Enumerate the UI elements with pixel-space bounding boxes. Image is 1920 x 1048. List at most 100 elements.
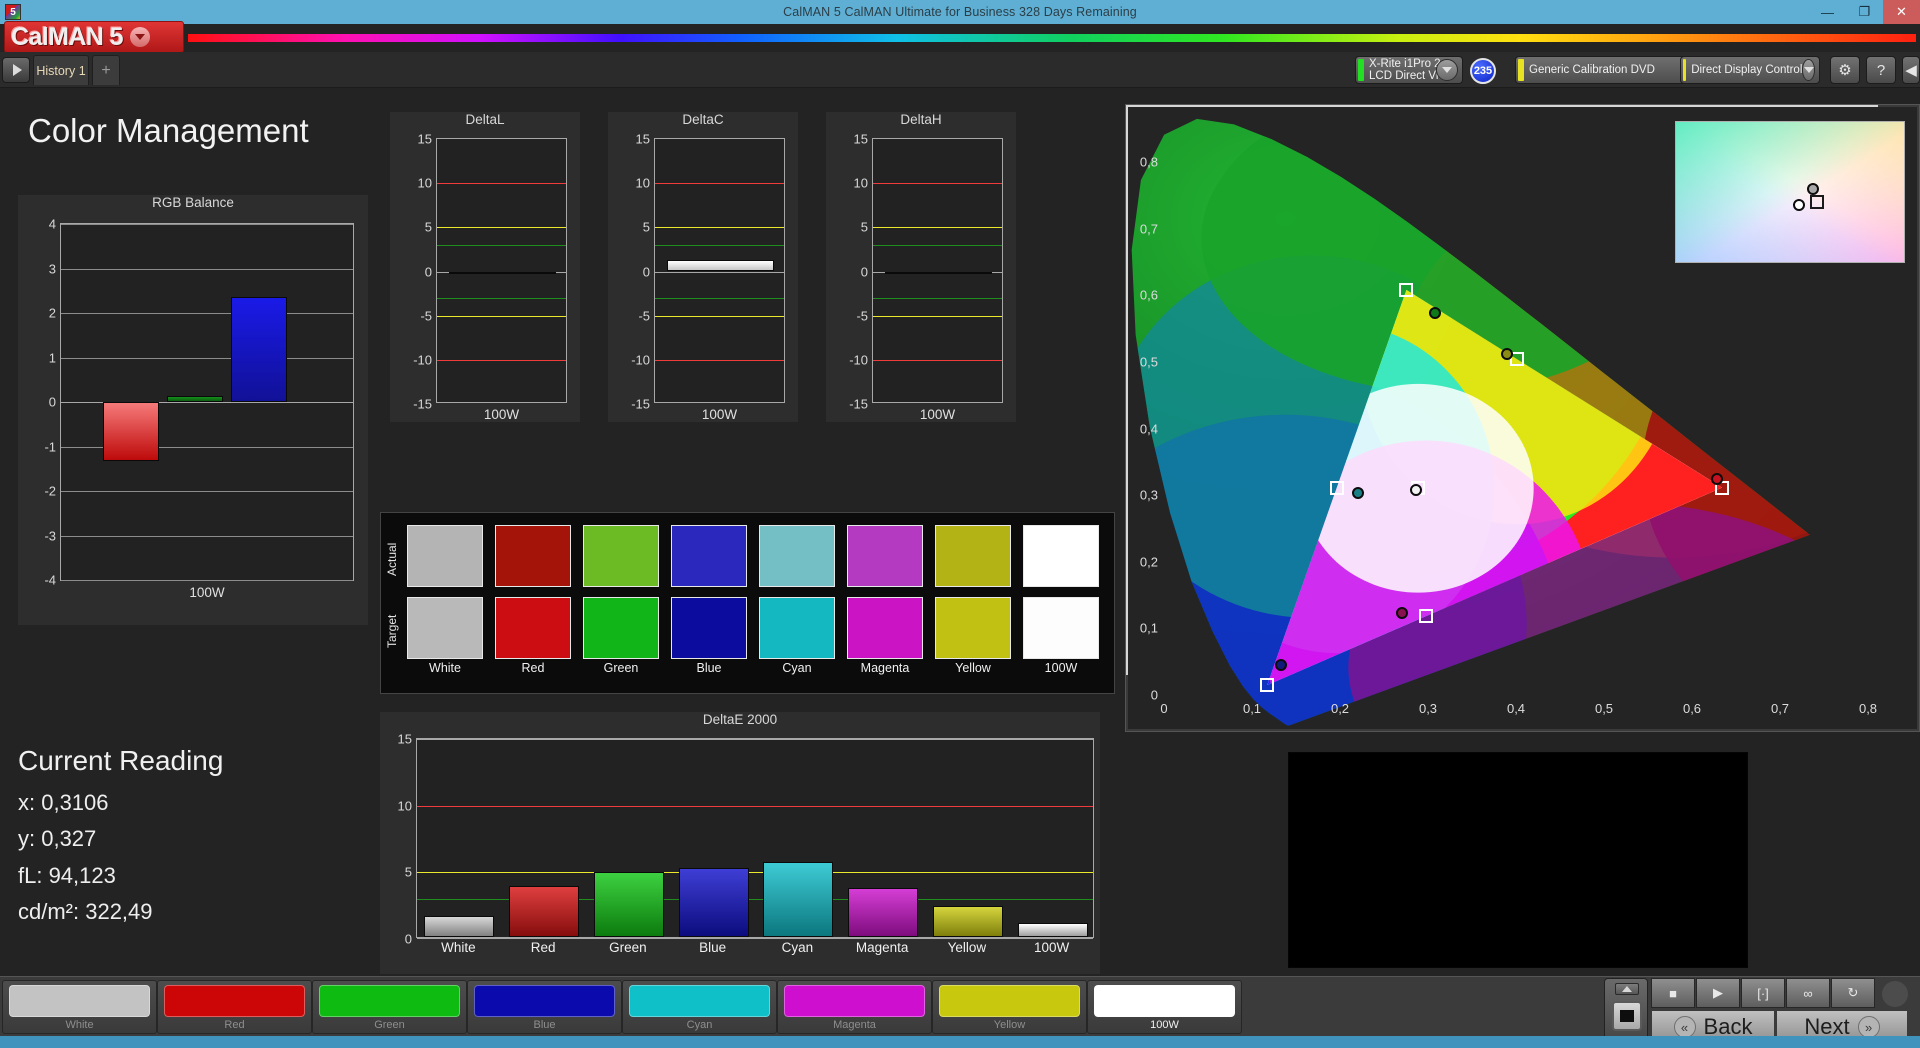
- pattern-swatch-cyan[interactable]: Cyan: [622, 980, 777, 1034]
- pattern-preview-window[interactable]: [1288, 752, 1748, 968]
- reading-cdm2: cd/m²: 322,49: [18, 898, 153, 924]
- pattern-swatch-bar: White Red Green Blue Cyan Magenta Yellow 100W: [0, 976, 1920, 1036]
- y-tick-label: 10: [397, 798, 412, 814]
- swatch-actual-green: [583, 525, 659, 587]
- y-tick-label: -10: [413, 352, 432, 368]
- play-icon[interactable]: [2, 57, 30, 83]
- x-axis-categories: White Red Green Blue Cyan Magenta Yellow 100W: [416, 940, 1094, 960]
- y-tick-label: 0,8: [1139, 154, 1158, 170]
- y-tick-label: -15: [849, 396, 868, 412]
- swatch-column-label: 100W: [1044, 661, 1078, 675]
- swatch-target-cyan: [759, 597, 835, 659]
- stop-icon[interactable]: ■: [1651, 978, 1695, 1008]
- threshold-line-green-3: [873, 245, 1002, 246]
- chart-title: RGB Balance: [152, 195, 234, 210]
- target-marker-green: [1399, 282, 1414, 297]
- y-tick-label: -1: [44, 439, 56, 454]
- y-tick-label: 0,1: [1139, 620, 1158, 636]
- brackets-icon[interactable]: [·]: [1741, 978, 1785, 1008]
- bar-yellow: [932, 906, 1003, 937]
- x-tick-label: 0,6: [1682, 701, 1702, 716]
- chevron-down-icon[interactable]: [1802, 59, 1815, 81]
- x-tick-label: Green: [609, 940, 647, 955]
- swatch-color-chip: [939, 985, 1080, 1017]
- x-axis-label: 100W: [919, 407, 956, 422]
- swatch-color-chip: [164, 985, 305, 1017]
- chevron-down-icon[interactable]: [129, 27, 150, 47]
- swatch-label: Red: [224, 1019, 245, 1031]
- pattern-swatch-magenta[interactable]: Magenta: [777, 980, 932, 1034]
- swatch-actual-red: [495, 525, 571, 587]
- display-control-label: Direct Display Control: [1691, 64, 1803, 76]
- x-axis-label: 100W: [189, 585, 225, 600]
- threshold-line-green--3: [437, 298, 566, 299]
- cie-1931-xy-chart: CIE 1931 xy: [1125, 104, 1920, 732]
- measured-marker-green: [1429, 306, 1442, 319]
- refresh-icon[interactable]: ↻: [1831, 978, 1875, 1008]
- axis-line: [417, 938, 1093, 939]
- x-axis-label: 100W: [483, 407, 520, 422]
- threshold-line-green-3: [417, 899, 1093, 900]
- y-tick-label: -15: [413, 396, 432, 412]
- deltac-chart: DeltaC 15 10 5 0 -5 -10 -15 100W: [608, 112, 798, 422]
- display-control-selector[interactable]: Direct Display Control: [1680, 56, 1820, 84]
- x-tick-label: 0,2: [1330, 701, 1350, 716]
- calman-logo-button[interactable]: CalMAN 5: [4, 21, 184, 53]
- bar-green: [167, 396, 223, 402]
- pattern-swatch-red[interactable]: Red: [157, 980, 312, 1034]
- swatch-color-chip: [1094, 985, 1235, 1017]
- target-marker-magenta: [1418, 609, 1433, 624]
- restore-button[interactable]: ❐: [1858, 4, 1871, 19]
- pattern-swatch-blue[interactable]: Blue: [467, 980, 622, 1034]
- chevron-down-icon[interactable]: [1436, 59, 1458, 81]
- chart-title: DeltaC: [682, 112, 724, 127]
- pattern-swatch-yellow[interactable]: Yellow: [932, 980, 1087, 1034]
- x-tick-label: 0,3: [1418, 701, 1438, 716]
- tab-history-1[interactable]: History 1: [33, 55, 89, 85]
- chevron-up-icon[interactable]: [1615, 983, 1639, 995]
- y-tick-label: 0,4: [1139, 421, 1158, 437]
- swatch-label: Blue: [533, 1019, 556, 1031]
- transfer-pattern-icon[interactable]: [1604, 978, 1648, 1046]
- window-controls: — ❐ ✕: [1809, 0, 1920, 24]
- swatch-actual-white: [407, 525, 483, 587]
- measured-marker-magenta: [1395, 607, 1408, 620]
- y-tick-label: 10: [853, 175, 868, 191]
- pattern-window-icon[interactable]: [1612, 1001, 1642, 1031]
- help-icon[interactable]: ?: [1866, 56, 1896, 84]
- measured-marker-blue: [1275, 659, 1288, 672]
- plot-area: [1126, 105, 1917, 729]
- y-tick-label: 5: [404, 864, 412, 880]
- swatch-actual-blue: [671, 525, 747, 587]
- swatch-column-label: Cyan: [782, 661, 812, 675]
- bar-magenta: [848, 887, 919, 937]
- y-tick-label: 4: [48, 216, 56, 232]
- collapse-left-icon[interactable]: ◀: [1902, 56, 1920, 84]
- x-tick-label: 0,5: [1594, 701, 1614, 716]
- y-tick-label: 5: [642, 219, 650, 235]
- reading-x: x: 0,3106: [18, 790, 109, 815]
- swatch-target-yellow: [935, 597, 1011, 659]
- pattern-swatch-green[interactable]: Green: [312, 980, 467, 1034]
- deltae2000-chart: DeltaE 2000 15 10 5 0 White Red Green Blue Cyan…: [380, 712, 1100, 974]
- meter-selector[interactable]: X-Rite i1Pro 2 LCD Direct View: [1355, 56, 1463, 84]
- tab-add-button[interactable]: +: [92, 55, 120, 85]
- measured-marker-cyan: [1352, 486, 1365, 499]
- play-icon[interactable]: ▶: [1696, 978, 1740, 1008]
- minimize-button[interactable]: —: [1821, 4, 1834, 20]
- pattern-swatch-white[interactable]: White: [2, 980, 157, 1034]
- infinity-icon[interactable]: ∞: [1786, 978, 1830, 1008]
- gear-icon[interactable]: ⚙: [1830, 56, 1860, 84]
- back-label: Back: [1703, 1014, 1753, 1039]
- profile-status-stripe: [1518, 59, 1524, 81]
- y-tick-label: 1: [48, 350, 56, 365]
- gridline: [61, 357, 353, 359]
- pattern-swatch-100w[interactable]: 100W: [1087, 980, 1242, 1034]
- y-tick-label: 10: [635, 175, 650, 191]
- y-tick-label: -3: [44, 528, 56, 543]
- spectrum-strip: [188, 34, 1916, 42]
- tab-label: History 1: [36, 63, 86, 78]
- x-tick-label: White: [441, 940, 476, 955]
- swatch-target-blue: [671, 597, 747, 659]
- close-button[interactable]: ✕: [1883, 0, 1920, 24]
